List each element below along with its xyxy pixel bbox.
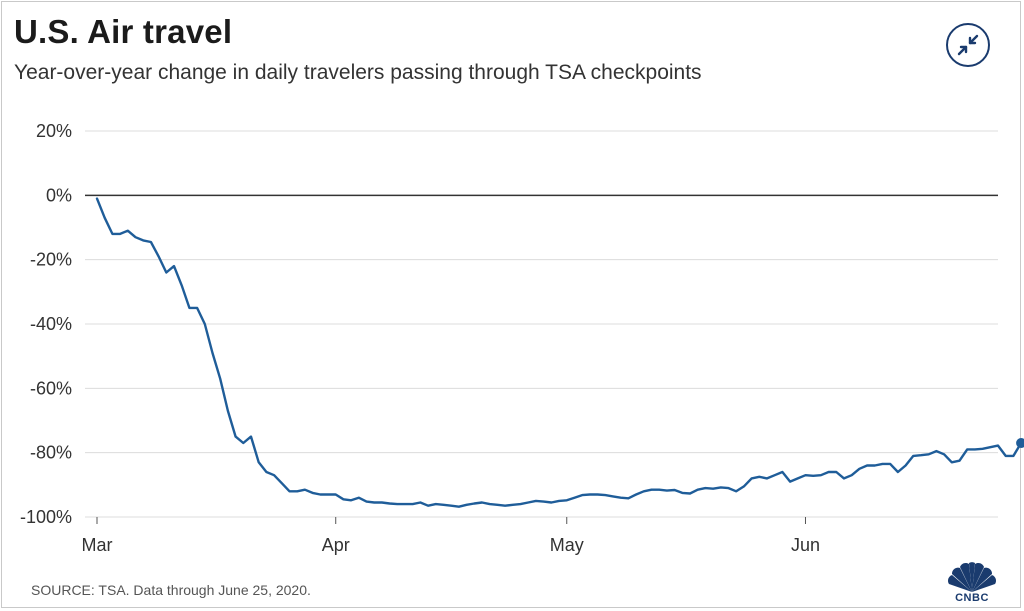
- cnbc-peacock-logo: [947, 562, 997, 592]
- y-tick-label: -80%: [30, 443, 72, 463]
- line-chart: 20% 0% -20% -40% -60% -80% -100% Mar Apr May Jun: [20, 121, 1024, 555]
- chart-subtitle: Year-over-year change in daily travelers…: [14, 61, 702, 84]
- collapse-button[interactable]: [946, 23, 990, 67]
- source-note: SOURCE: TSA. Data through June 25, 2020.: [31, 582, 311, 598]
- chart-title: U.S. Air travel: [14, 13, 233, 50]
- x-tick-label: Apr: [322, 535, 350, 555]
- x-tick-label: May: [550, 535, 584, 555]
- logo-text: CNBC: [955, 592, 989, 604]
- x-tick-label: Jun: [791, 535, 820, 555]
- x-tick-label: Mar: [82, 535, 113, 555]
- series-layer: [95, 197, 1024, 508]
- y-tick-label: 0%: [46, 185, 72, 205]
- series-line: [95, 197, 1023, 508]
- y-tick-label: -40%: [30, 314, 72, 334]
- y-tick-label: -20%: [30, 250, 72, 270]
- last-point-marker: [1016, 438, 1024, 449]
- axes: 20% 0% -20% -40% -60% -80% -100% Mar Apr May Jun: [20, 121, 820, 555]
- y-tick-label: -100%: [20, 507, 72, 527]
- y-tick-label: 20%: [36, 121, 72, 141]
- gridlines: [85, 130, 998, 518]
- collapse-arrows-icon: [957, 34, 979, 56]
- y-tick-label: -60%: [30, 378, 72, 398]
